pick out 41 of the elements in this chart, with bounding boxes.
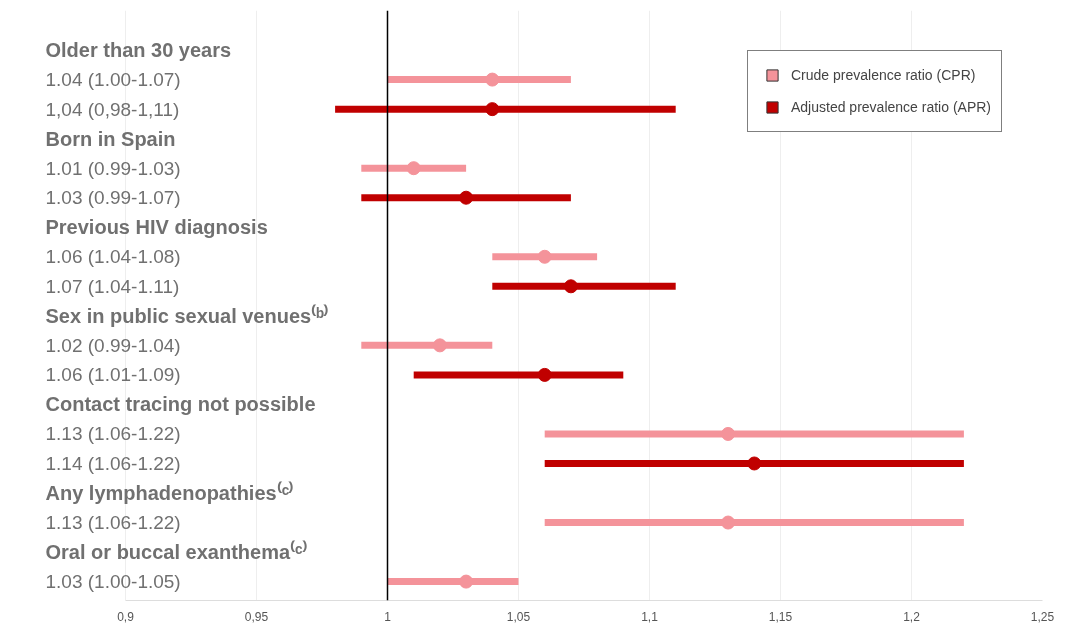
y-tick-label: 1.06 (1.04-1.08) <box>45 246 181 268</box>
legend-label: Adjusted prevalence ratio (APR) <box>791 99 991 115</box>
y-tick-label: 1.06 (1.01-1.09) <box>45 364 181 386</box>
point <box>406 161 421 176</box>
y-tick-label: 1.13 (1.06-1.22) <box>45 512 181 534</box>
x-tick-label: 1,05 <box>506 609 531 624</box>
point <box>747 456 762 471</box>
y-tick-label: 1.07 (1.04-1.11) <box>45 275 180 297</box>
x-tick-label: 1 <box>384 609 392 624</box>
point <box>537 249 552 264</box>
y-tick-label: Born in Spain <box>45 127 176 150</box>
y-tick-label: Sex in public sexual venues⁽ᵇ⁾ <box>45 303 329 327</box>
point <box>432 338 447 353</box>
point <box>459 574 474 589</box>
y-tick-label: Any lymphadenopathies⁽ᶜ⁾ <box>45 481 295 505</box>
x-tick-label: 1,15 <box>768 609 793 624</box>
point <box>485 102 500 117</box>
y-tick-label: 1.02 (0.99-1.04) <box>45 334 181 356</box>
point <box>721 426 736 441</box>
y-tick-label: Oral or buccal exanthema⁽ᶜ⁾ <box>45 540 308 564</box>
y-tick-label: 1,04 (0,98-1,11) <box>45 98 180 120</box>
x-tick-label: 0,9 <box>117 609 135 624</box>
x-tick-label: 1,1 <box>641 609 659 624</box>
y-tick-label: 1.14 (1.06-1.22) <box>45 452 181 474</box>
x-tick-label: 1,2 <box>903 609 921 624</box>
x-tick-label: 1,25 <box>1030 609 1055 624</box>
y-tick-label: Previous HIV diagnosis <box>45 216 268 239</box>
y-tick-label: Contact tracing not possible <box>45 393 316 416</box>
legend-label: Crude prevalence ratio (CPR) <box>791 67 976 83</box>
point <box>485 72 500 87</box>
y-tick-label: 1.03 (0.99-1.07) <box>45 187 181 209</box>
point <box>721 515 736 530</box>
y-tick-label: 1.13 (1.06-1.22) <box>45 423 181 445</box>
point <box>563 279 578 294</box>
y-tick-label: 1.03 (1.00-1.05) <box>45 571 181 593</box>
x-tick-label: 0,95 <box>244 609 269 624</box>
y-tick-label: 1.04 (1.00-1.07) <box>45 69 181 91</box>
y-tick-label: 1.01 (0.99-1.03) <box>45 157 181 179</box>
point <box>459 190 474 205</box>
y-tick-label: Older than 30 years <box>45 39 232 62</box>
point <box>537 367 552 382</box>
